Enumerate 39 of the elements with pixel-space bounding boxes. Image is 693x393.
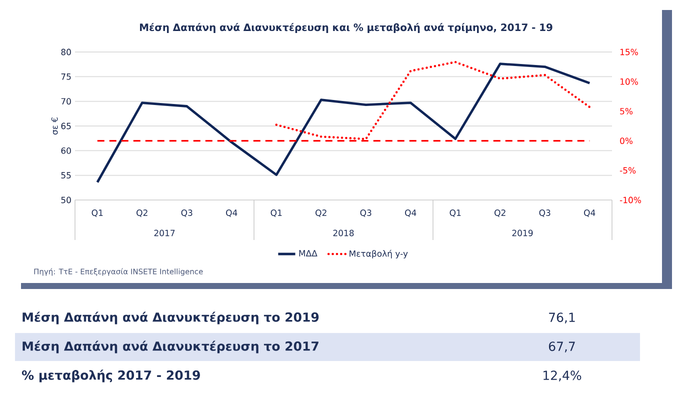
y-tick-label: 50 [61,196,71,204]
x-tick-label: Q4 [584,210,596,217]
text: 12,4% [544,370,582,382]
text: % μεταβολής 2017 - 2019 [22,370,200,382]
y-tick-label: 60 [61,147,71,154]
text: Μέση Δαπάνη ανά Διανυκτέρευση το 2019 [22,312,319,324]
x-tick-label: Q2 [494,210,506,217]
y-tick-label: 70 [61,98,71,105]
y2-tick-label: 0% [620,138,633,144]
y-tick-label: 80 [61,48,71,56]
x-tick-label: Q4 [405,210,416,217]
y2-tick-label: 5% [620,108,633,114]
x-tick-label: Q4 [226,210,238,217]
x-tick-label: Q3 [360,210,372,217]
text: 67,7 [548,342,575,352]
y-axis-title: σε € [51,118,58,135]
y2-tick-label: 15% [620,48,638,56]
chart-title: Μέση Δαπάνη ανά Διανυκτέρευση και % μεταβολή ανά τρίμηνο, 2017 - 19 [140,22,552,34]
x-tick-label: Q1 [450,210,461,217]
x-tick-label: Q2 [316,210,326,217]
x-tick-label: Q1 [270,210,282,217]
x-tick-label: Q2 [136,210,148,217]
line-series [96,62,591,184]
legend-label: ΜΔΔ [299,250,318,256]
y2-tick-label: -5% [620,167,636,174]
y-tick-label: 65 [61,122,71,130]
y2-tick-label: 10% [620,78,638,85]
text: 2018 [333,230,354,236]
text: 2019 [512,230,533,236]
legend-label: Μεταβολή y-y [350,250,408,258]
text: 76,1 [549,312,575,324]
y-tick-label: 75 [61,74,71,80]
text: 2017 [154,230,175,236]
x-tick-label: Q3 [181,210,192,217]
text: Μέση Δαπάνη ανά Διανυκτέρευση το 2017 [22,340,318,354]
x-tick-label: Q3 [539,210,550,217]
y-tick-label: 55 [61,172,71,178]
x-tick-label: Q1 [92,210,103,217]
y2-tick-label: -10% [620,196,642,204]
